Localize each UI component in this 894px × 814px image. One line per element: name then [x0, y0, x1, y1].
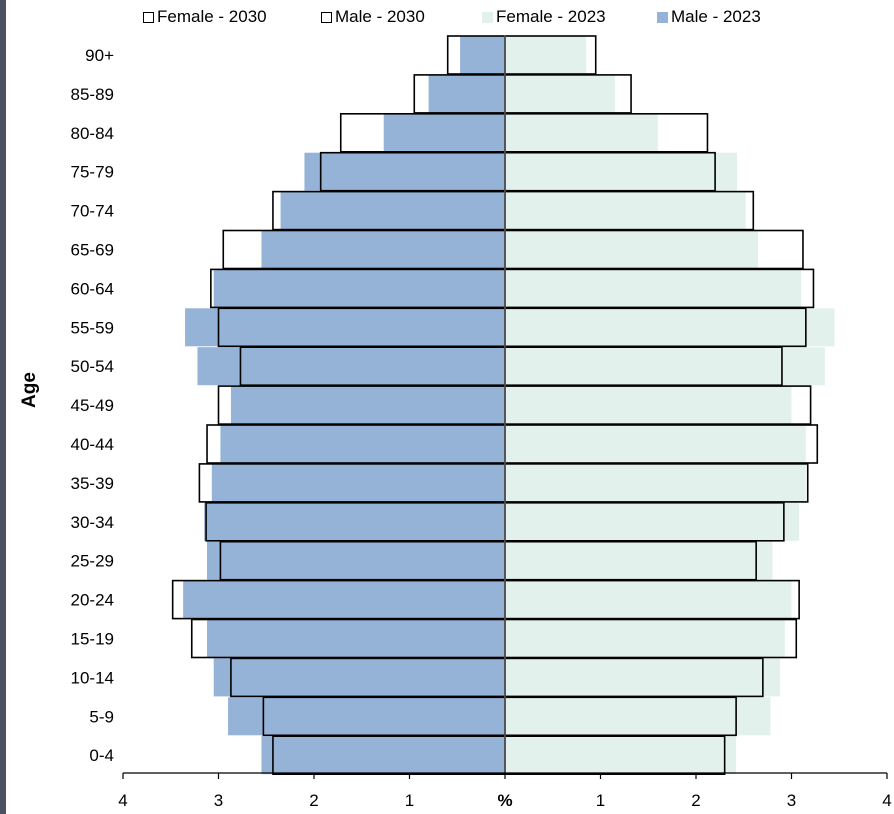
- y-tick-label-60-64: 60-64: [71, 279, 114, 298]
- bar-female-2023-75-79: [505, 152, 738, 191]
- bar-female-2023-25-29: [505, 541, 773, 580]
- y-tick-label-15-19: 15-19: [71, 630, 114, 649]
- bar-female-2023-0-4: [505, 736, 737, 775]
- bar-male-2023-85-89: [428, 74, 505, 113]
- y-tick-label-20-24: 20-24: [71, 591, 114, 610]
- y-tick-label-55-59: 55-59: [71, 318, 114, 337]
- window-edge: [0, 0, 6, 814]
- x-axis-title: %: [497, 791, 512, 810]
- y-tick-label-75-79: 75-79: [71, 163, 114, 182]
- legend-swatch-female-2023: [482, 11, 493, 23]
- legend-item-female-2030: Female - 2030: [143, 5, 267, 29]
- bar-male-2023-5-9: [228, 697, 506, 736]
- bar-male-2023-60-64: [213, 269, 505, 308]
- y-tick-label-80-84: 80-84: [71, 124, 114, 143]
- x-tick-label-5: 1: [596, 791, 605, 810]
- bar-male-2023-40-44: [220, 425, 505, 463]
- y-tick-label-35-39: 35-39: [71, 474, 114, 493]
- y-tick-label-0-4: 0-4: [89, 746, 114, 765]
- bar-female-2023-50-54: [505, 347, 825, 386]
- chart-legend: Female - 2030 Male - 2030 Female - 2023 …: [0, 5, 894, 29]
- y-tick-label-50-54: 50-54: [71, 357, 114, 376]
- y-tick-label-5-9: 5-9: [89, 707, 114, 726]
- x-tick-label-8: 4: [882, 791, 891, 810]
- bar-male-2023-90+: [460, 36, 505, 74]
- bar-female-2023-10-14: [505, 658, 781, 697]
- legend-label-female-2023: Female - 2023: [496, 7, 606, 26]
- bar-male-2023-10-14: [213, 658, 505, 697]
- y-tick-label-65-69: 65-69: [71, 241, 114, 260]
- legend-swatch-female-2030: [143, 11, 154, 23]
- x-tick-label-2: 2: [309, 791, 318, 810]
- x-tick-label-3: 1: [405, 791, 414, 810]
- y-tick-label-25-29: 25-29: [71, 552, 114, 571]
- y-tick-label-30-34: 30-34: [71, 513, 114, 532]
- bar-male-2023-20-24: [183, 580, 506, 619]
- legend-label-male-2030: Male - 2030: [335, 7, 425, 26]
- bar-male-2023-65-69: [261, 230, 505, 269]
- bar-male-2023-50-54: [197, 347, 506, 386]
- legend-swatch-male-2030: [321, 11, 332, 23]
- legend-swatch-male-2023: [657, 11, 668, 23]
- bar-male-2023-80-84: [383, 113, 505, 152]
- bars-2023-group: [183, 36, 835, 775]
- bar-female-2023-90+: [505, 36, 587, 74]
- y-tick-label-70-74: 70-74: [71, 202, 114, 221]
- bar-female-2023-80-84: [505, 113, 658, 152]
- legend-item-male-2030: Male - 2030: [321, 5, 425, 29]
- legend-label-male-2023: Male - 2023: [671, 7, 761, 26]
- bar-male-2023-35-39: [211, 463, 505, 502]
- bar-male-2023-75-79: [304, 152, 505, 191]
- bar-female-2023-55-59: [505, 308, 835, 347]
- bar-male-2023-25-29: [207, 541, 506, 580]
- x-tick-label-6: 2: [691, 791, 700, 810]
- bar-female-2023-30-34: [505, 502, 800, 541]
- bar-male-2023-30-34: [204, 502, 506, 541]
- x-tick-label-7: 3: [787, 791, 796, 810]
- y-tick-label-40-44: 40-44: [71, 435, 114, 454]
- y-tick-label-90+: 90+: [85, 46, 114, 65]
- legend-label-female-2030: Female - 2030: [157, 7, 267, 26]
- bar-male-2023-15-19: [207, 619, 506, 658]
- y-tick-label-85-89: 85-89: [71, 85, 114, 104]
- bar-female-2023-5-9: [505, 697, 771, 736]
- bar-male-2023-0-4: [261, 736, 505, 775]
- bar-female-2023-85-89: [505, 74, 615, 113]
- bar-female-2023-20-24: [505, 580, 792, 619]
- legend-item-male-2023: Male - 2023: [657, 5, 761, 29]
- bar-female-2023-15-19: [505, 619, 785, 658]
- bar-female-2023-70-74: [505, 191, 746, 230]
- legend-item-female-2023: Female - 2023: [482, 5, 606, 29]
- bar-male-2023-70-74: [280, 191, 505, 230]
- axes-group: [122, 35, 888, 779]
- y-tick-label-10-14: 10-14: [71, 668, 114, 687]
- bar-female-2023-40-44: [505, 425, 806, 463]
- bar-male-2023-55-59: [185, 308, 505, 347]
- y-tick-label-45-49: 45-49: [71, 396, 114, 415]
- bar-female-2023-65-69: [505, 230, 759, 269]
- x-tick-label-1: 3: [214, 791, 223, 810]
- x-tick-label-0: 4: [118, 791, 127, 810]
- labels-group: 4 3 2 1% 1 2 3 4 0-4 5-9 10-14 15-19 20-24 25-29 30-34…: [71, 46, 892, 810]
- bar-male-2023-45-49: [230, 386, 506, 425]
- bar-female-2023-35-39: [505, 463, 806, 502]
- bar-female-2023-60-64: [505, 269, 802, 308]
- bar-female-2023-45-49: [505, 386, 792, 425]
